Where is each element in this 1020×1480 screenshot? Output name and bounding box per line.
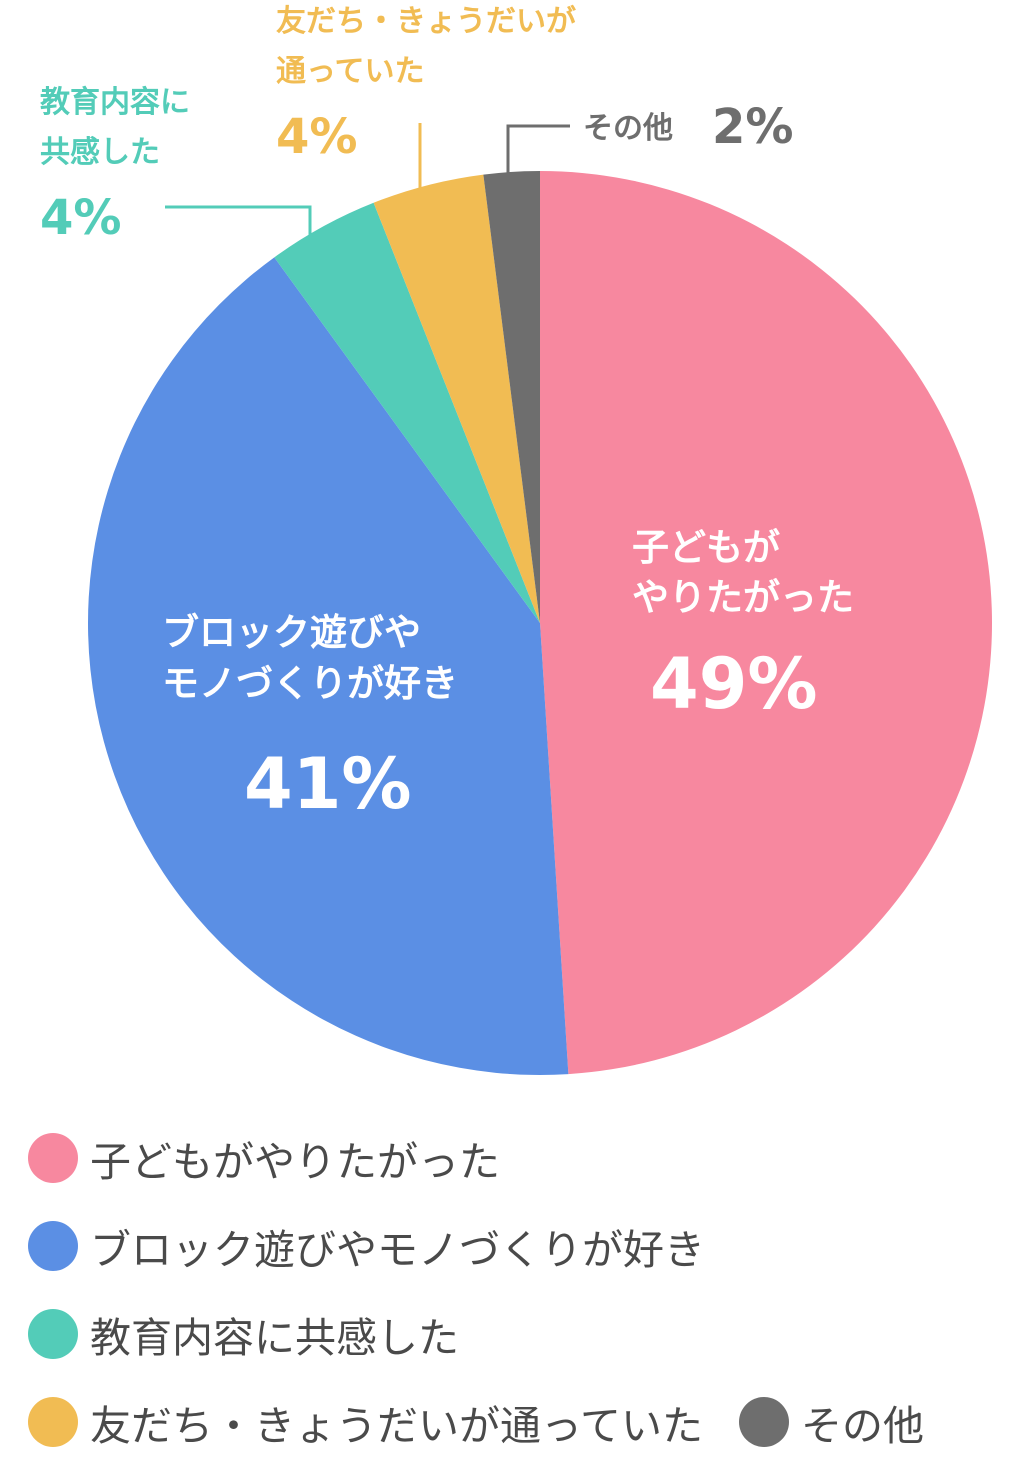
- pie-slice: [540, 171, 992, 1075]
- slice-value-label: 4%: [40, 190, 122, 246]
- legend-item: 子どもがやりたがった: [28, 1128, 500, 1188]
- slice-label: 共感した: [40, 135, 160, 170]
- pie-slice: [373, 174, 540, 623]
- legend-label: 友だち・きょうだいが通っていた: [90, 1402, 703, 1450]
- legend-label: 教育内容に共感した: [90, 1314, 459, 1362]
- pie-slice: [88, 257, 569, 1075]
- slice-label: ブロック遊びや: [162, 611, 421, 654]
- legend-item: 教育内容に共感した: [28, 1304, 459, 1364]
- slice-label: やりたがった: [632, 576, 854, 619]
- legend-swatch: [28, 1309, 78, 1359]
- slice-label: その他: [583, 111, 673, 146]
- legend-row: ブロック遊びやモノづくりが好き: [28, 1216, 1008, 1276]
- pie-slice: [483, 171, 540, 623]
- legend-row: 友だち・きょうだいが通っていた その他: [28, 1392, 1008, 1452]
- legend-item: その他: [738, 1392, 924, 1452]
- slice-value-label: 41%: [244, 743, 412, 825]
- slice-value-label: 4%: [276, 109, 358, 165]
- pie-chart: 子どもがやりたがった 49% ブロック遊びやモノづくりが好き 41% 教育内容に共感した…: [40, 4, 992, 1075]
- slice-label: 子どもが: [632, 526, 780, 569]
- slice-label: モノづくりが好き: [162, 662, 458, 705]
- legend-item: 友だち・きょうだいが通っていた: [28, 1392, 703, 1452]
- slice-value-label: 49%: [650, 643, 818, 725]
- leader-line: [506, 124, 570, 175]
- legend-label: その他: [800, 1402, 924, 1450]
- chart-legend: 子どもがやりたがったブロック遊びやモノづくりが好き 教育内容に共感した友だち・きょ…: [28, 1128, 1008, 1480]
- slice-label: 友だち・きょうだいが: [276, 4, 576, 39]
- leader-line: [165, 205, 312, 235]
- legend-swatch: [738, 1397, 789, 1447]
- legend-item: ブロック遊びやモノづくりが好き: [28, 1216, 705, 1276]
- legend-swatch: [28, 1397, 78, 1447]
- legend-swatch: [28, 1133, 78, 1183]
- slice-value-label: 2%: [712, 99, 794, 155]
- legend-label: ブロック遊びやモノづくりが好き: [90, 1226, 705, 1274]
- pie-slice: [274, 202, 540, 623]
- slice-label: 通っていた: [276, 54, 425, 89]
- legend-row: 教育内容に共感した: [28, 1304, 1008, 1364]
- slice-label: 教育内容に: [40, 85, 190, 120]
- legend-label: 子どもがやりたがった: [90, 1138, 500, 1186]
- legend-row: 子どもがやりたがった: [28, 1128, 1008, 1188]
- legend-swatch: [28, 1221, 78, 1271]
